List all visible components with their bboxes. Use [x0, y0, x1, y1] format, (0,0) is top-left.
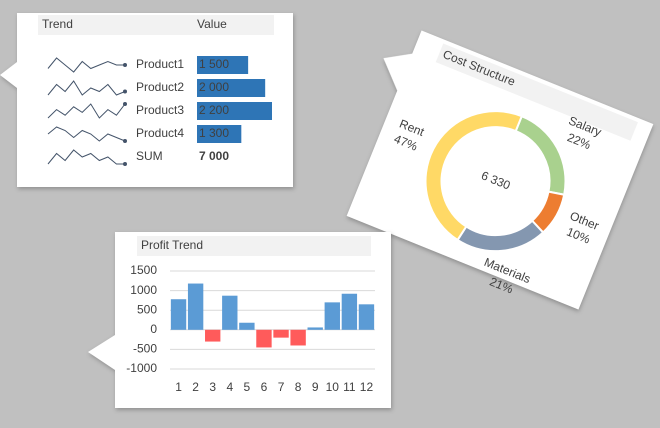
- x-tick-label: 11: [343, 380, 356, 394]
- sparkline: [47, 126, 126, 142]
- y-tick-label: -1000: [126, 361, 157, 375]
- sparkline-end: [123, 102, 127, 106]
- value-label: 1 300: [199, 126, 229, 140]
- bar: [324, 302, 340, 330]
- x-tick-label: 2: [192, 380, 199, 394]
- row-label: Product3: [136, 103, 184, 117]
- bar: [239, 322, 255, 330]
- header-band: [38, 15, 274, 35]
- x-tick-label: 6: [261, 380, 268, 394]
- total-label: SUM: [136, 149, 163, 163]
- card-frame: [88, 232, 391, 408]
- bar: [273, 329, 289, 338]
- chart-title: Profit Trend: [141, 238, 203, 252]
- total-value: 7 000: [199, 149, 229, 163]
- sparkline: [47, 103, 126, 119]
- column-header: Trend: [42, 17, 73, 31]
- column-header: Value: [197, 17, 227, 31]
- x-tick-label: 12: [360, 380, 374, 394]
- header-band: [137, 236, 371, 256]
- y-tick-label: -500: [133, 342, 157, 356]
- cost-card: Cost Structure Salary22%Other10%Material…: [346, 30, 654, 310]
- value-label: 2 200: [199, 103, 229, 117]
- x-tick-label: 8: [295, 380, 302, 394]
- row-label: Product2: [136, 80, 184, 94]
- x-tick-label: 4: [226, 380, 233, 394]
- sparkline-end: [123, 139, 127, 143]
- bar: [307, 327, 323, 330]
- value-bar: [197, 102, 272, 120]
- x-tick-label: 9: [312, 380, 319, 394]
- row-label: Product4: [136, 126, 184, 140]
- x-tick-label: 7: [278, 380, 285, 394]
- sparkline-end: [123, 63, 127, 67]
- sparkline-end: [123, 162, 127, 166]
- bar: [187, 283, 204, 330]
- value-bar: [197, 79, 266, 97]
- y-tick-label: 500: [137, 302, 157, 316]
- value-label: 1 500: [199, 57, 229, 71]
- value-bar: [197, 56, 249, 74]
- y-tick-label: 0: [150, 322, 157, 336]
- x-tick-label: 1: [175, 380, 182, 394]
- bar: [256, 329, 272, 348]
- bar: [222, 295, 238, 330]
- table-body: Product1 1 500 Product2 2 000 Product3 2 200 P…: [47, 56, 272, 166]
- bar: [205, 329, 221, 342]
- bar: [341, 293, 358, 330]
- value-label: 2 000: [199, 80, 229, 94]
- value-bar: [197, 125, 242, 143]
- y-tick-label: 1000: [130, 283, 157, 297]
- sparkline: [47, 57, 125, 73]
- row-label: Product1: [136, 57, 184, 71]
- x-tick-label: 5: [244, 380, 251, 394]
- x-tick-label: 3: [209, 380, 216, 394]
- sparkline-end: [123, 89, 127, 94]
- sparkline: [47, 149, 125, 165]
- bar: [290, 329, 306, 346]
- x-tick-label: 10: [326, 380, 340, 394]
- sparkline: [47, 80, 126, 96]
- donut-segment: [424, 110, 524, 242]
- y-tick-label: 1500: [130, 263, 157, 277]
- bar: [358, 304, 375, 330]
- bar: [170, 299, 187, 330]
- header-band: [435, 43, 638, 141]
